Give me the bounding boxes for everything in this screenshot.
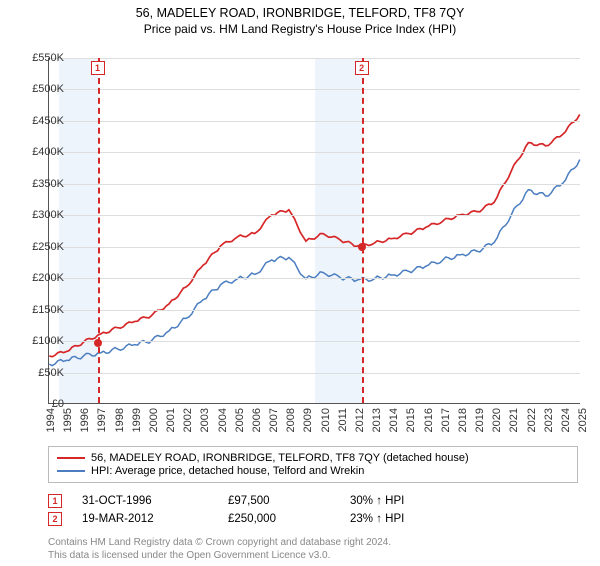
event-dot xyxy=(94,339,102,347)
x-axis-label: 2007 xyxy=(268,408,280,432)
gridline-h xyxy=(49,58,580,59)
gridline-h xyxy=(49,215,580,216)
x-axis-label: 2024 xyxy=(560,408,572,432)
footer-attribution: Contains HM Land Registry data © Crown c… xyxy=(48,537,578,562)
x-axis-label: 2013 xyxy=(371,408,383,432)
y-axis-label: £100K xyxy=(8,335,64,347)
x-axis-label: 2000 xyxy=(148,408,160,432)
chart-plot-area: 12 xyxy=(48,58,580,404)
event-table-row: 2 19-MAR-2012 £250,000 23% ↑ HPI xyxy=(48,512,578,526)
x-axis-label: 1995 xyxy=(62,408,74,432)
gridline-h xyxy=(49,278,580,279)
x-axis-label: 2006 xyxy=(251,408,263,432)
event-dot xyxy=(358,243,366,251)
event-marker: 1 xyxy=(91,61,105,75)
event-table-row: 1 31-OCT-1996 £97,500 30% ↑ HPI xyxy=(48,494,578,508)
x-axis-label: 2005 xyxy=(234,408,246,432)
x-axis-label: 2004 xyxy=(217,408,229,432)
x-axis-label: 1999 xyxy=(131,408,143,432)
x-axis-label: 2019 xyxy=(474,408,486,432)
gridline-h xyxy=(49,184,580,185)
event-table-marker: 2 xyxy=(48,512,62,526)
x-axis-label: 2014 xyxy=(388,408,400,432)
x-axis-label: 2001 xyxy=(165,408,177,432)
y-axis-label: £450K xyxy=(8,115,64,127)
event-pct: 30% ↑ HPI xyxy=(350,495,404,507)
legend-swatch xyxy=(57,470,85,472)
legend-box: 56, MADELEY ROAD, IRONBRIDGE, TELFORD, T… xyxy=(48,446,578,483)
x-axis-label: 2003 xyxy=(199,408,211,432)
event-price: £97,500 xyxy=(228,495,346,507)
y-axis-label: £400K xyxy=(8,146,64,158)
event-date: 31-OCT-1996 xyxy=(82,495,224,507)
x-axis-label: 1997 xyxy=(96,408,108,432)
y-axis-label: £550K xyxy=(8,52,64,64)
x-axis-label: 2025 xyxy=(577,408,589,432)
x-axis-label: 2016 xyxy=(423,408,435,432)
event-marker: 2 xyxy=(355,61,369,75)
gridline-h xyxy=(49,247,580,248)
legend-label: 56, MADELEY ROAD, IRONBRIDGE, TELFORD, T… xyxy=(91,452,469,464)
legend-swatch xyxy=(57,457,85,459)
x-axis-label: 2017 xyxy=(440,408,452,432)
y-axis-label: £150K xyxy=(8,304,64,316)
gridline-h xyxy=(49,152,580,153)
x-axis-label: 2022 xyxy=(526,408,538,432)
y-axis-label: £200K xyxy=(8,272,64,284)
gridline-h xyxy=(49,89,580,90)
x-axis-label: 2010 xyxy=(320,408,332,432)
events-table: 1 31-OCT-1996 £97,500 30% ↑ HPI 2 19-MAR-2012… xyxy=(48,490,578,530)
x-axis-label: 1994 xyxy=(45,408,57,432)
x-axis-label: 2009 xyxy=(302,408,314,432)
gridline-h xyxy=(49,310,580,311)
event-table-marker: 1 xyxy=(48,494,62,508)
y-axis-label: £250K xyxy=(8,241,64,253)
x-axis-label: 2012 xyxy=(354,408,366,432)
event-vline xyxy=(98,58,100,403)
event-price: £250,000 xyxy=(228,513,346,525)
chart-title: 56, MADELEY ROAD, IRONBRIDGE, TELFORD, T… xyxy=(0,6,600,20)
x-axis-label: 2015 xyxy=(405,408,417,432)
legend-label: HPI: Average price, detached house, Telf… xyxy=(91,465,364,477)
x-axis-label: 1998 xyxy=(114,408,126,432)
gridline-h xyxy=(49,373,580,374)
chart-subtitle: Price paid vs. HM Land Registry's House … xyxy=(0,22,600,36)
container: 56, MADELEY ROAD, IRONBRIDGE, TELFORD, T… xyxy=(0,6,600,566)
x-axis-label: 1996 xyxy=(79,408,91,432)
event-vline xyxy=(362,58,364,403)
series-price_paid xyxy=(49,114,579,356)
legend-row: HPI: Average price, detached house, Telf… xyxy=(57,465,569,477)
x-axis-label: 2023 xyxy=(543,408,555,432)
x-axis-label: 2018 xyxy=(457,408,469,432)
y-axis-label: £500K xyxy=(8,83,64,95)
event-date: 19-MAR-2012 xyxy=(82,513,224,525)
footer-line-2: This data is licensed under the Open Gov… xyxy=(48,550,578,563)
x-axis-label: 2008 xyxy=(285,408,297,432)
y-axis-label: £50K xyxy=(8,367,64,379)
chart-lines-svg xyxy=(49,58,580,403)
x-axis-label: 2011 xyxy=(337,408,349,432)
x-axis-label: 2002 xyxy=(182,408,194,432)
gridline-h xyxy=(49,121,580,122)
y-axis-label: £300K xyxy=(8,209,64,221)
x-axis-label: 2020 xyxy=(491,408,503,432)
event-pct: 23% ↑ HPI xyxy=(350,513,404,525)
y-axis-label: £350K xyxy=(8,178,64,190)
gridline-h xyxy=(49,341,580,342)
footer-line-1: Contains HM Land Registry data © Crown c… xyxy=(48,537,578,550)
legend-row: 56, MADELEY ROAD, IRONBRIDGE, TELFORD, T… xyxy=(57,452,569,464)
x-axis-label: 2021 xyxy=(508,408,520,432)
